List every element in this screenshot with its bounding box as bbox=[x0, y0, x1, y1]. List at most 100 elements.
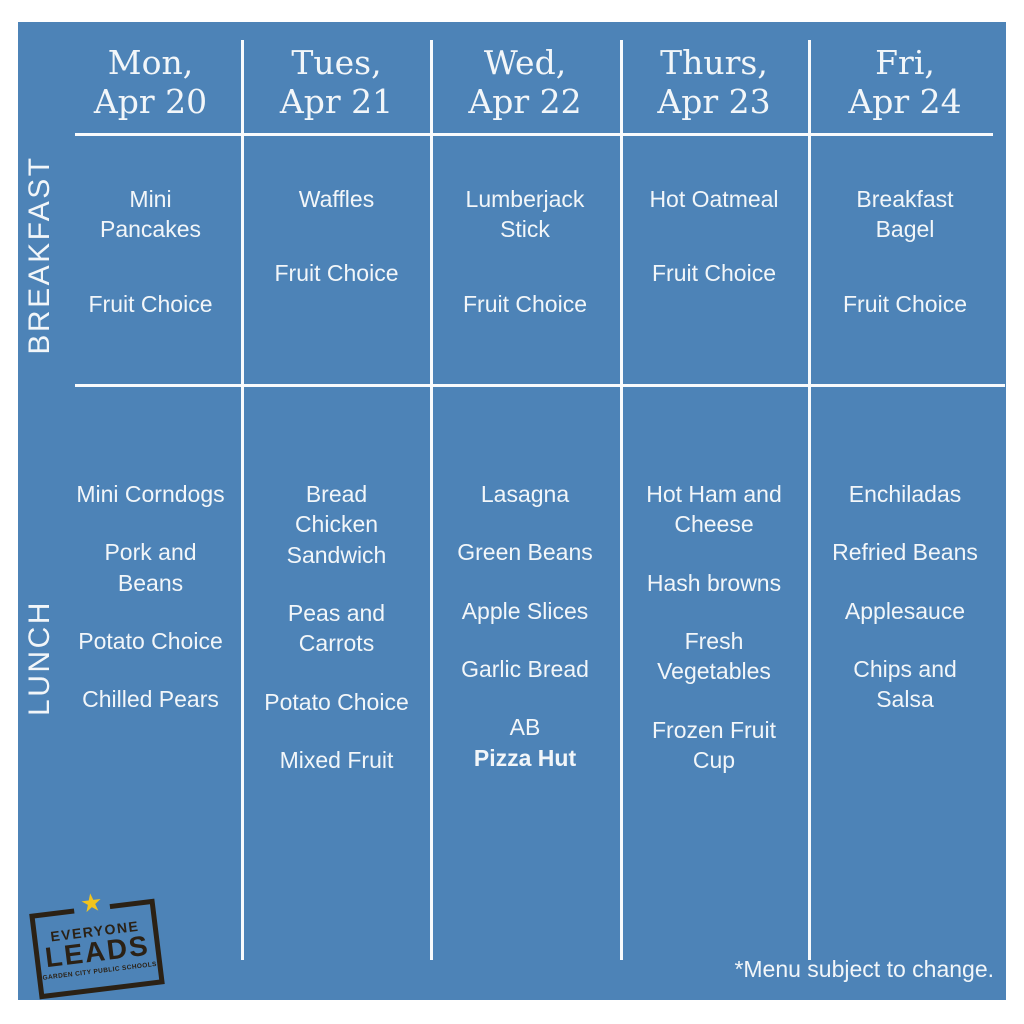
menu-item: AB Pizza Hut bbox=[432, 712, 618, 773]
day-header-tues: Tues, Apr 21 bbox=[243, 43, 430, 132]
menu-item-line: Chicken bbox=[294, 511, 379, 538]
lunch-cell-tues: Bread Chicken Sandwich Peas and Carrots Potat… bbox=[243, 387, 430, 947]
day-header-line: Apr 23 bbox=[657, 81, 771, 121]
breakfast-cell-fri: Breakfast Bagel Fruit Choice bbox=[810, 136, 1000, 381]
day-header-line: Tues, bbox=[291, 43, 382, 82]
day-header-fri: Fri, Apr 24 bbox=[810, 43, 1000, 132]
day-header-mon: Mon, Apr 20 bbox=[60, 43, 241, 132]
header-underline bbox=[75, 133, 993, 136]
day-header-thurs: Thurs, Apr 23 bbox=[622, 43, 806, 132]
lunch-cell-mon: Mini Corndogs Pork and Beans Potato Choice C… bbox=[60, 387, 241, 947]
breakfast-cell-thurs: Hot Oatmeal Fruit Choice bbox=[622, 136, 806, 381]
menu-item-line: Fruit Choice bbox=[463, 290, 587, 317]
menu-item: Pork and Beans bbox=[60, 537, 241, 598]
menu-item: Chilled Pears bbox=[60, 684, 241, 714]
menu-item-line: Hot Oatmeal bbox=[649, 186, 779, 212]
menu-item-line: Pork and bbox=[104, 539, 197, 566]
breakfast-cell-mon: Mini Pancakes Fruit Choice bbox=[60, 136, 241, 381]
menu-item-line: Breakfast bbox=[856, 186, 954, 212]
menu-item-line: Bagel bbox=[875, 216, 935, 243]
menu-item-line: Cheese bbox=[674, 511, 754, 538]
menu-item: Hot Ham and Cheese bbox=[622, 479, 806, 540]
menu-item-line: Chilled Pears bbox=[82, 686, 219, 713]
menu-item-line: Mini Corndogs bbox=[76, 481, 225, 507]
menu-item-line: AB bbox=[509, 714, 541, 741]
menu-item-line: Potato Choice bbox=[264, 688, 409, 715]
day-header-line: Thurs, bbox=[660, 43, 768, 82]
menu-item-line: Vegetables bbox=[657, 658, 771, 685]
column-divider-4 bbox=[808, 40, 811, 960]
menu-item-line: Stick bbox=[500, 216, 550, 243]
menu-item-line: Fruit Choice bbox=[88, 290, 213, 317]
menu-item-line: Enchiladas bbox=[848, 481, 962, 507]
menu-item: Enchiladas bbox=[810, 479, 1000, 509]
menu-item: Lumberjack Stick bbox=[432, 184, 618, 245]
lunch-cell-thurs: Hot Ham and Cheese Hash browns Fresh Vegetab… bbox=[622, 387, 806, 947]
menu-item: Green Beans bbox=[432, 537, 618, 567]
menu-item-line: Fruit Choice bbox=[652, 260, 776, 287]
menu-item-line: Carrots bbox=[298, 630, 375, 657]
menu-item-line: Lumberjack bbox=[465, 186, 585, 212]
menu-item: Apple Slices bbox=[432, 596, 618, 626]
menu-item: Fruit Choice bbox=[243, 258, 430, 288]
column-divider-3 bbox=[620, 40, 623, 960]
menu-item-line: Fruit Choice bbox=[274, 260, 399, 287]
day-header-line: Apr 24 bbox=[848, 81, 962, 121]
day-header-line: Apr 20 bbox=[93, 81, 208, 121]
menu-item: Mini Corndogs bbox=[60, 479, 241, 509]
menu-item: Potato Choice bbox=[60, 626, 241, 656]
menu-item-line: Fruit Choice bbox=[843, 290, 967, 317]
lunch-cell-wed: Lasagna Green Beans Apple Slices Garlic Bre… bbox=[432, 387, 618, 947]
menu-item-line: Hot Ham and bbox=[646, 481, 782, 507]
menu-item-line: Apple Slices bbox=[461, 597, 589, 624]
menu-item: Frozen Fruit Cup bbox=[622, 715, 806, 776]
everyone-leads-logo: ★ EVERYONE LEADS GARDEN CITY PUBLIC SCHO… bbox=[29, 888, 165, 1000]
menu-item-line: Fresh bbox=[684, 628, 744, 655]
menu-item-line: Mixed Fruit bbox=[279, 747, 394, 774]
menu-item: Hot Oatmeal bbox=[622, 184, 806, 214]
menu-item: Fruit Choice bbox=[622, 258, 806, 288]
day-header-line: Wed, bbox=[483, 43, 567, 82]
menu-item: Garlic Bread bbox=[432, 654, 618, 684]
menu-item-line: Peas and bbox=[287, 600, 386, 627]
menu-item: Mixed Fruit bbox=[243, 745, 430, 775]
menu-item: Potato Choice bbox=[243, 687, 430, 717]
day-header-line: Mon, bbox=[107, 43, 194, 82]
menu-item: Fruit Choice bbox=[60, 289, 241, 319]
menu-item: Bread Chicken Sandwich bbox=[243, 479, 430, 570]
menu-item-line: Green Beans bbox=[457, 539, 593, 566]
menu-item: Applesauce bbox=[810, 596, 1000, 626]
menu-item-line: Beans bbox=[117, 569, 184, 596]
menu-item-line: Bread bbox=[305, 481, 368, 507]
menu-item: Fresh Vegetables bbox=[622, 626, 806, 687]
day-header-wed: Wed, Apr 22 bbox=[432, 43, 618, 132]
column-divider-1 bbox=[241, 40, 244, 960]
menu-board: Mon, Apr 20 Tues, Apr 21 Wed, Apr 22 Thurs,… bbox=[18, 22, 1006, 1000]
menu-item-line: Chips and bbox=[853, 656, 957, 683]
day-header-line: Fri, bbox=[875, 43, 935, 82]
menu-item-line: Applesauce bbox=[844, 597, 966, 624]
menu-item: Hash browns bbox=[622, 568, 806, 598]
menu-item-line: Sandwich bbox=[286, 541, 387, 568]
menu-item: Lasagna bbox=[432, 479, 618, 509]
menu-item: Peas and Carrots bbox=[243, 598, 430, 659]
menu-item-line: Mini bbox=[129, 186, 172, 212]
menu-item: Breakfast Bagel bbox=[810, 184, 1000, 245]
menu-item-line: Cup bbox=[692, 747, 736, 774]
menu-item-line: Waffles bbox=[298, 186, 375, 212]
breakfast-cell-wed: Lumberjack Stick Fruit Choice bbox=[432, 136, 618, 381]
menu-item: Chips and Salsa bbox=[810, 654, 1000, 715]
breakfast-cell-tues: Waffles Fruit Choice bbox=[243, 136, 430, 381]
menu-item: Fruit Choice bbox=[810, 289, 1000, 319]
lunch-cell-fri: Enchiladas Refried Beans Applesauce Chips a… bbox=[810, 387, 1000, 947]
menu-item-line: Salsa bbox=[876, 686, 934, 713]
menu-item-line: Hash browns bbox=[646, 569, 782, 596]
day-header-line: Apr 22 bbox=[468, 81, 582, 121]
menu-item-line: Frozen Fruit bbox=[652, 716, 776, 743]
menu-item-line: Pancakes bbox=[99, 216, 201, 243]
menu-item-line: Garlic Bread bbox=[461, 656, 589, 683]
menu-item: Refried Beans bbox=[810, 537, 1000, 567]
menu-item: Mini Pancakes bbox=[60, 184, 241, 245]
menu-item: Waffles bbox=[243, 184, 430, 214]
breakfast-lunch-divider bbox=[75, 384, 1005, 387]
